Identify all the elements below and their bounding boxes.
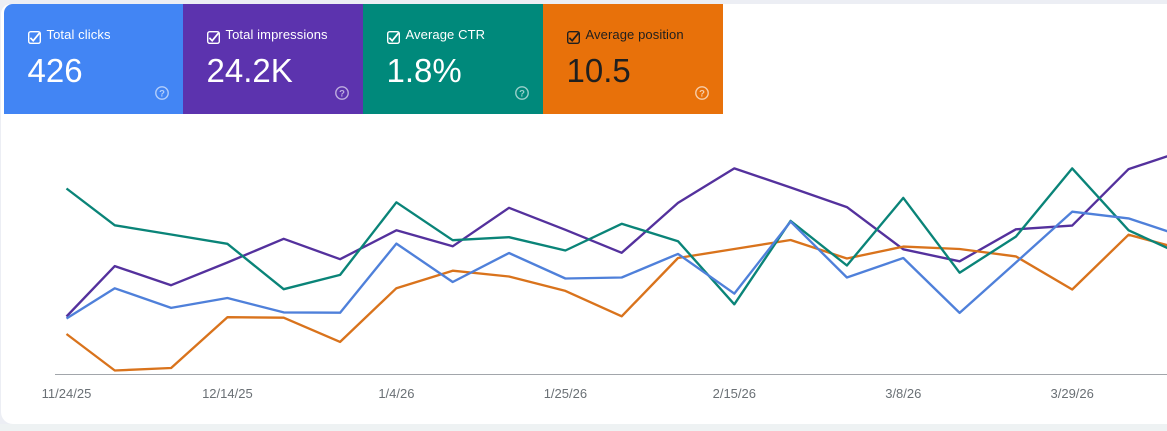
- svg-text:?: ?: [699, 88, 705, 99]
- svg-text:?: ?: [159, 88, 165, 99]
- svg-text:?: ?: [339, 88, 345, 99]
- svg-text:?: ?: [519, 88, 525, 99]
